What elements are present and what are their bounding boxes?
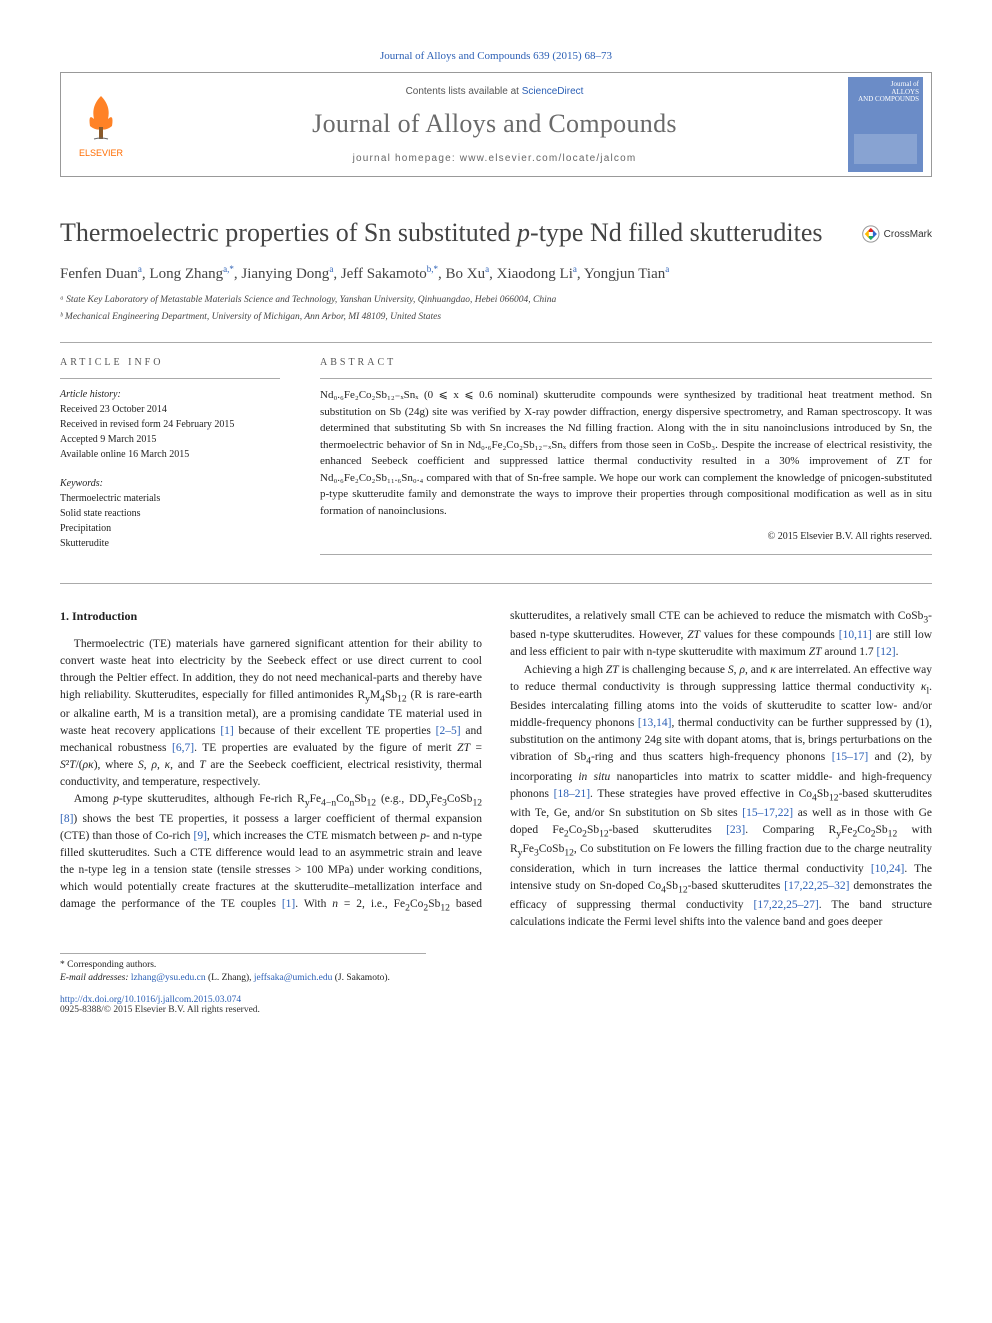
email-line: E-mail addresses: lzhang@ysu.edu.cn (L. … bbox=[60, 973, 426, 983]
affiliation-b: ᵇ Mechanical Engineering Department, Uni… bbox=[60, 310, 932, 324]
homepage-line: journal homepage: www.elsevier.com/locat… bbox=[141, 153, 848, 164]
email-suffix-2: (J. Sakamoto). bbox=[332, 973, 390, 983]
keyword: Solid state reactions bbox=[60, 506, 280, 521]
article-title: Thermoelectric properties of Sn substitu… bbox=[60, 217, 842, 250]
masthead: ELSEVIER Contents lists available at Sci… bbox=[60, 72, 932, 177]
crossmark-label: CrossMark bbox=[884, 229, 932, 240]
history-line: Received in revised form 24 February 201… bbox=[60, 417, 280, 432]
keyword: Thermoelectric materials bbox=[60, 491, 280, 506]
keyword: Skutterudite bbox=[60, 536, 280, 551]
keywords-label: Keywords: bbox=[60, 476, 280, 491]
publisher-name: ELSEVIER bbox=[79, 148, 123, 158]
journal-cover-thumb: Journal of ALLOYS AND COMPOUNDS bbox=[848, 77, 923, 172]
history-line: Available online 16 March 2015 bbox=[60, 447, 280, 462]
doi-link[interactable]: http://dx.doi.org/10.1016/j.jallcom.2015… bbox=[60, 995, 241, 1005]
contents-prefix: Contents lists available at bbox=[406, 86, 522, 97]
issn-line: 0925-8388/© 2015 Elsevier B.V. All right… bbox=[60, 1005, 932, 1015]
history-label: Article history: bbox=[60, 387, 280, 402]
keyword: Precipitation bbox=[60, 521, 280, 536]
contents-line: Contents lists available at ScienceDirec… bbox=[141, 86, 848, 97]
crossmark-badge[interactable]: CrossMark bbox=[862, 221, 932, 247]
email-label: E-mail addresses: bbox=[60, 973, 131, 983]
rule-mid bbox=[60, 583, 932, 584]
abstract-copyright: © 2015 Elsevier B.V. All rights reserved… bbox=[320, 529, 932, 544]
doi-line: http://dx.doi.org/10.1016/j.jallcom.2015… bbox=[60, 995, 932, 1005]
body-columns: 1. Introduction Thermoelectric (TE) mate… bbox=[60, 608, 932, 931]
homepage-url[interactable]: www.elsevier.com/locate/jalcom bbox=[460, 153, 637, 164]
abstract-block: ABSTRACT Nd₀.₆Fe₂Co₂Sb₁₂₋ₓSnₓ (0 ⩽ x ⩽ 0… bbox=[320, 355, 932, 555]
author-list: Fenfen Duana, Long Zhanga,*, Jianying Do… bbox=[60, 264, 932, 283]
email-suffix-1: (L. Zhang), bbox=[206, 973, 254, 983]
crossmark-icon bbox=[862, 221, 880, 247]
intro-p4: Achieving a high ZT is challenging becau… bbox=[510, 662, 932, 932]
abstract-heading: ABSTRACT bbox=[320, 355, 932, 370]
sciencedirect-link[interactable]: ScienceDirect bbox=[522, 86, 584, 97]
article-info-block: ARTICLE INFO Article history: Received 2… bbox=[60, 355, 280, 555]
elsevier-tree-icon bbox=[76, 91, 126, 146]
abstract-text: Nd₀.₆Fe₂Co₂Sb₁₂₋ₓSnₓ (0 ⩽ x ⩽ 0.6 nomina… bbox=[320, 387, 932, 519]
rule-top bbox=[60, 342, 932, 343]
journal-name: Journal of Alloys and Compounds bbox=[141, 109, 848, 139]
homepage-prefix: journal homepage: bbox=[353, 153, 460, 164]
cover-line3: AND COMPOUNDS bbox=[848, 96, 919, 104]
citation-header: Journal of Alloys and Compounds 639 (201… bbox=[60, 50, 932, 62]
publisher-logo: ELSEVIER bbox=[61, 80, 141, 170]
email-link-1[interactable]: lzhang@ysu.edu.cn bbox=[131, 973, 206, 983]
intro-p1: Thermoelectric (TE) materials have garne… bbox=[60, 636, 482, 792]
article-info-heading: ARTICLE INFO bbox=[60, 355, 280, 370]
history-line: Received 23 October 2014 bbox=[60, 402, 280, 417]
email-link-2[interactable]: jeffsaka@umich.edu bbox=[254, 973, 332, 983]
corresponding-label: * Corresponding authors. bbox=[60, 960, 426, 970]
intro-heading: 1. Introduction bbox=[60, 608, 482, 626]
history-line: Accepted 9 March 2015 bbox=[60, 432, 280, 447]
correspondence-footer: * Corresponding authors. E-mail addresse… bbox=[60, 953, 426, 983]
affiliation-a: ᵃ State Key Laboratory of Metastable Mat… bbox=[60, 293, 932, 307]
